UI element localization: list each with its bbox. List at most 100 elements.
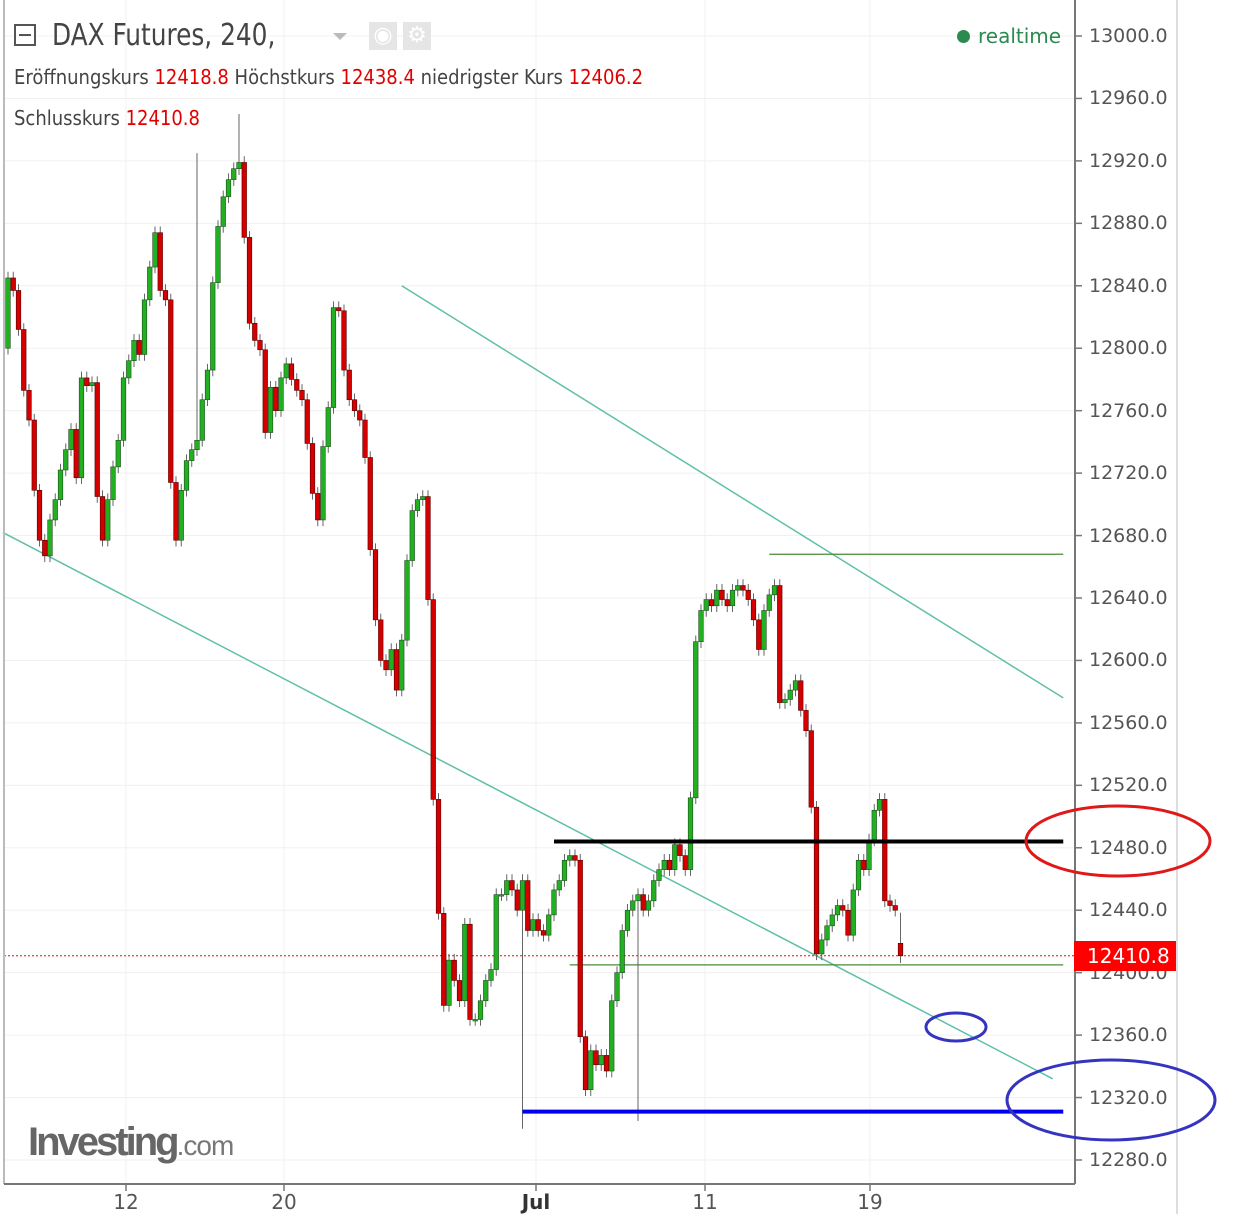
candle-up (635, 894, 641, 902)
candle-up (876, 799, 883, 811)
candle-down (441, 913, 447, 1006)
candle-down (593, 1050, 599, 1066)
candle-up (278, 377, 284, 411)
candle-up (556, 880, 562, 891)
candle-up (530, 919, 536, 931)
candle-up (126, 360, 132, 379)
candle-down (299, 390, 305, 401)
y-tick-label: 12320.0 (1089, 1086, 1168, 1109)
candle-down (756, 619, 762, 650)
candle-down (682, 855, 688, 870)
candle-down (241, 162, 247, 238)
status-dot-icon (957, 30, 970, 43)
y-tick-label: 12280.0 (1089, 1148, 1168, 1171)
candle-up (483, 980, 489, 1002)
eye-icon[interactable]: ◉ (369, 22, 397, 50)
candle-down (892, 905, 898, 911)
candle-up (819, 939, 825, 955)
candle-up (850, 889, 856, 936)
y-tick-label: 13000.0 (1089, 25, 1168, 47)
y-tick-label: 12360.0 (1089, 1024, 1168, 1047)
chart-title: DAX Futures, 240, (52, 18, 276, 53)
candle-up (189, 449, 195, 461)
status-text: realtime (978, 24, 1062, 48)
gear-icon[interactable]: ⚙ (403, 22, 431, 50)
candle-up (855, 859, 862, 891)
candle-up (89, 382, 95, 386)
candle-down (15, 290, 22, 330)
candle-down (897, 943, 904, 957)
candle-up (325, 407, 331, 447)
candle-up (404, 560, 410, 641)
candle-up (57, 469, 64, 500)
candle-down (577, 859, 583, 1037)
y-tick-label: 12880.0 (1089, 212, 1168, 235)
candle-up (588, 1050, 594, 1091)
candle-up (771, 585, 778, 596)
candle-up (141, 299, 148, 355)
candle-up (624, 909, 631, 931)
close-label: Schlusskurs (14, 106, 120, 130)
open-value: 12418.8 (154, 65, 229, 89)
candle-up (504, 880, 510, 895)
candle-down (346, 369, 352, 401)
candle-up (131, 340, 137, 362)
candle-up (105, 499, 111, 541)
candle-down (435, 799, 442, 914)
candle-up (609, 1000, 615, 1072)
ohlc-row: Eröffnungskurs 12418.8 Höchstkurs 12438.… (14, 65, 643, 89)
candle-up (551, 889, 557, 916)
candle-down (803, 710, 809, 731)
candle-down (882, 799, 888, 902)
candle-down (315, 493, 321, 521)
candle-down (378, 619, 384, 661)
candle-up (236, 162, 242, 169)
candle-up (320, 446, 326, 521)
candle-down (740, 585, 746, 591)
candle-up (330, 307, 337, 408)
candle-down (273, 386, 279, 411)
candle-down (451, 959, 457, 981)
y-tick-label: 12440.0 (1089, 899, 1168, 922)
candle-down (845, 909, 851, 936)
candle-up (267, 386, 274, 433)
candle-up (651, 880, 657, 902)
candle-down (509, 880, 515, 891)
dropdown-caret-icon[interactable] (333, 33, 347, 40)
candle-up (5, 277, 11, 349)
candle-down (383, 660, 389, 671)
current-price-tag: 12410.8 (1074, 941, 1176, 971)
low-label: niedrigster Kurs (420, 65, 563, 89)
candle-up (714, 589, 720, 607)
y-tick-label: 12640.0 (1089, 586, 1168, 609)
candle-up (488, 969, 494, 981)
candle-down (535, 919, 541, 931)
candle-down (288, 363, 295, 380)
high-label: Höchstkurs (234, 65, 335, 89)
candle-up (630, 900, 636, 911)
candle-down (162, 290, 169, 301)
red-ellipse-marker (1024, 804, 1212, 878)
candle-up (231, 168, 237, 180)
candle-up (698, 610, 704, 643)
collapse-icon[interactable] (14, 24, 36, 46)
annotations (2, 285, 1075, 1080)
investing-logo: Investing.com (28, 1120, 234, 1165)
candle-up (215, 226, 221, 283)
candle-up (147, 266, 153, 301)
high-value: 12438.4 (340, 65, 415, 89)
candle-down (362, 419, 368, 458)
candle-down (304, 399, 310, 444)
annotation-lines (522, 839, 1064, 1114)
candle-down (246, 237, 253, 324)
candle-down (26, 390, 32, 421)
candle-up (619, 930, 625, 973)
small-blue-ellipse-marker (924, 1011, 988, 1043)
candle-up (729, 589, 736, 607)
candle-up (687, 797, 694, 870)
candle-down (750, 599, 757, 621)
candle-down (840, 905, 846, 911)
candle-up (194, 440, 200, 450)
candle-up (866, 839, 872, 870)
